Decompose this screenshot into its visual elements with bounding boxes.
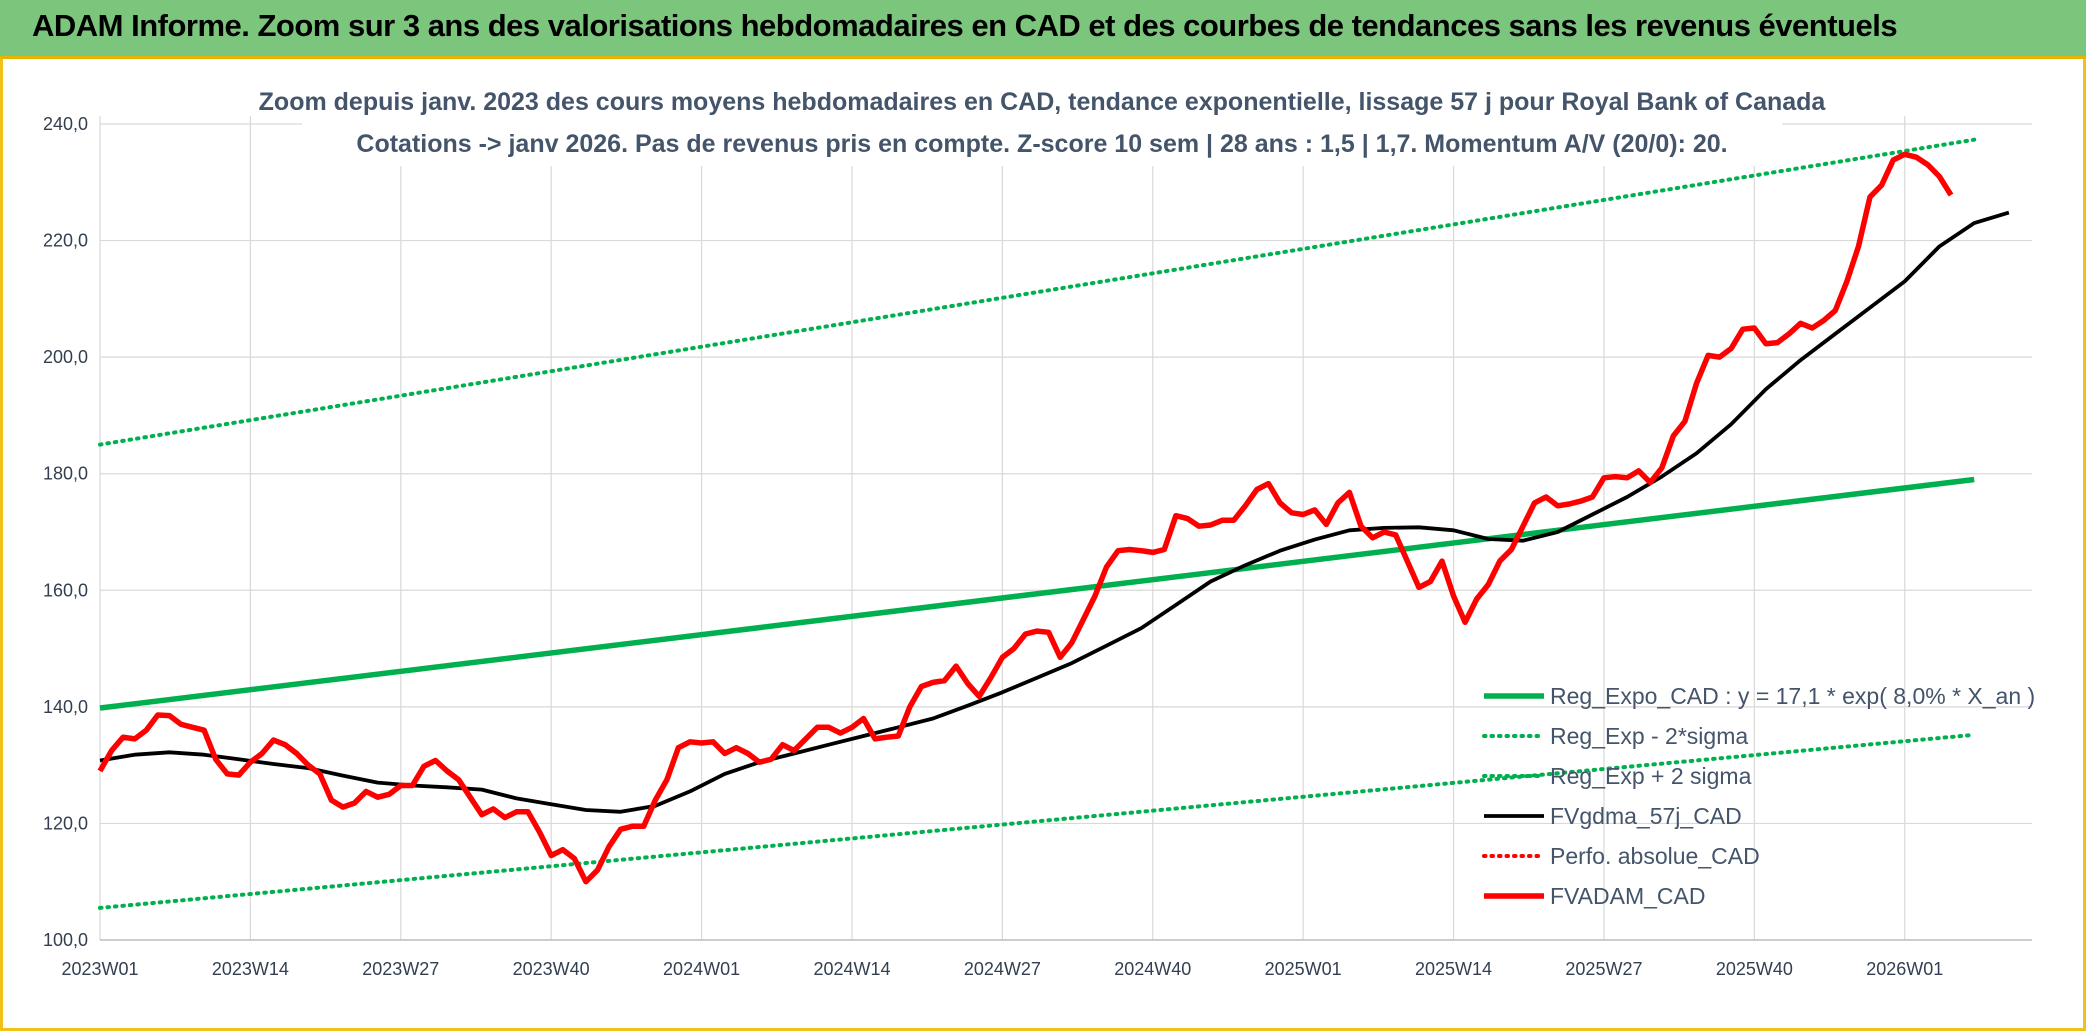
chart-title-line-2: Cotations -> janv 2026. Pas de revenus p… <box>356 130 1727 158</box>
legend-label: Reg_Exp - 2*sigma <box>1550 723 1748 749</box>
y-tick-label: 120,0 <box>43 813 88 833</box>
y-tick-label: 220,0 <box>43 231 88 251</box>
x-tick-label: 2024W27 <box>964 959 1041 979</box>
series-line <box>99 210 2010 814</box>
series-line <box>98 137 1977 447</box>
y-tick-label: 140,0 <box>43 697 88 717</box>
x-tick-label: 2026W01 <box>1866 959 1943 979</box>
y-tick-label: 100,0 <box>43 930 88 950</box>
y-axis-ticks: 100,0 120,0 140,0 160,0 180,0 200,0 220,0 240,0 <box>43 114 88 950</box>
y-tick-label: 160,0 <box>43 580 88 600</box>
x-tick-label: 2025W14 <box>1415 959 1492 979</box>
y-tick-label: 200,0 <box>43 347 88 367</box>
x-tick-label: 2025W01 <box>1265 959 1342 979</box>
x-tick-label: 2024W14 <box>813 959 890 979</box>
page-title: ADAM Informe. Zoom sur 3 ans des valoris… <box>32 8 1898 43</box>
title-banner: ADAM Informe. Zoom sur 3 ans des valoris… <box>0 0 2086 59</box>
x-tick-label: 2023W40 <box>513 959 590 979</box>
series-line <box>99 476 1975 711</box>
x-tick-label: 2025W40 <box>1716 959 1793 979</box>
x-axis-ticks: 2023W01 2023W14 2023W27 2023W40 2024W01 2024W… <box>61 959 1943 979</box>
x-tick-label: 2024W40 <box>1114 959 1191 979</box>
subtitle-background <box>302 78 1782 166</box>
x-tick-label: 2024W01 <box>663 959 740 979</box>
legend-label: FVgdma_57j_CAD <box>1550 803 1742 829</box>
legend-label: FVADAM_CAD <box>1550 883 1706 909</box>
y-tick-label: 180,0 <box>43 464 88 484</box>
y-tick-label: 240,0 <box>43 114 88 134</box>
legend-label: Reg_Exp + 2 sigma <box>1550 763 1752 789</box>
chart-title-line-1: Zoom depuis janv. 2023 des cours moyens … <box>259 88 1827 116</box>
line-chart: 100,0 120,0 140,0 160,0 180,0 200,0 220,0 240,0… <box>43 78 2035 979</box>
x-tick-label: 2023W01 <box>61 959 138 979</box>
legend-label: Reg_Expo_CAD : y = 17,1 * exp( 8,0% * X_… <box>1550 683 2035 709</box>
chart-series <box>97 137 2010 910</box>
x-tick-label: 2023W14 <box>212 959 289 979</box>
series-line <box>98 732 1977 910</box>
x-tick-label: 2025W27 <box>1565 959 1642 979</box>
series-line <box>97 151 1954 885</box>
legend-label: Perfo. absolue_CAD <box>1550 843 1760 869</box>
x-tick-label: 2023W27 <box>362 959 439 979</box>
chart-gridlines <box>99 116 2032 941</box>
chart-legend: Reg_Expo_CAD : y = 17,1 * exp( 8,0% * X_… <box>1482 683 2035 909</box>
